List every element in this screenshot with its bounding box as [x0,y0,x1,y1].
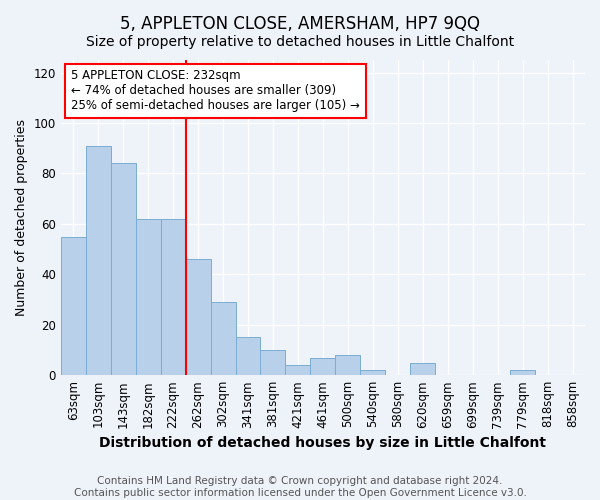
Bar [310,358,335,375]
Bar [111,164,136,375]
Text: Size of property relative to detached houses in Little Chalfont: Size of property relative to detached ho… [86,35,514,49]
Text: 5 APPLETON CLOSE: 232sqm
← 74% of detached houses are smaller (309)
25% of semi-: 5 APPLETON CLOSE: 232sqm ← 74% of detach… [71,70,360,112]
Bar [185,259,211,375]
Text: Contains HM Land Registry data © Crown copyright and database right 2024.
Contai: Contains HM Land Registry data © Crown c… [74,476,526,498]
Bar [260,350,286,375]
X-axis label: Distribution of detached houses by size in Little Chalfont: Distribution of detached houses by size … [100,436,547,450]
Bar [335,355,361,375]
Bar [286,365,310,375]
Bar [161,219,185,375]
Bar [510,370,535,375]
Bar [136,219,161,375]
Bar [86,146,111,375]
Bar [236,338,260,375]
Bar [61,236,86,375]
Bar [410,362,435,375]
Bar [211,302,236,375]
Y-axis label: Number of detached properties: Number of detached properties [15,119,28,316]
Text: 5, APPLETON CLOSE, AMERSHAM, HP7 9QQ: 5, APPLETON CLOSE, AMERSHAM, HP7 9QQ [120,15,480,33]
Bar [361,370,385,375]
